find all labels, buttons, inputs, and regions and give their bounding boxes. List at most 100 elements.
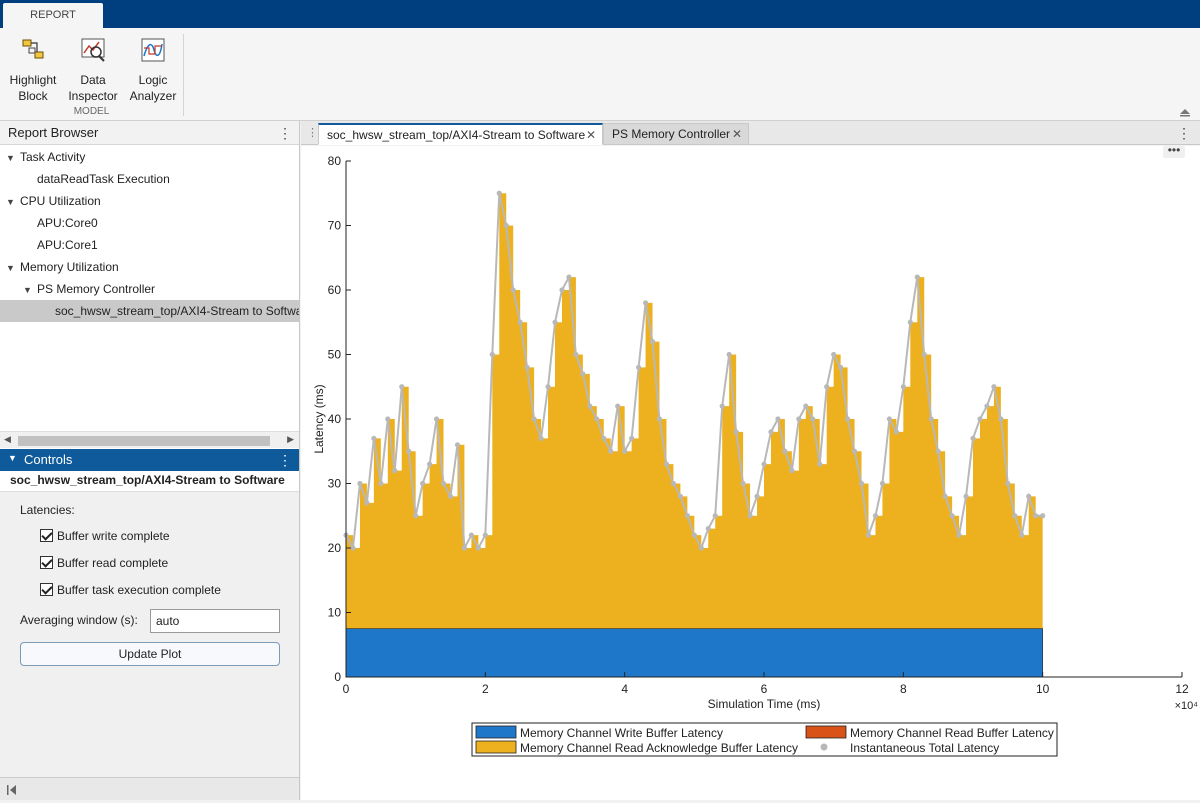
buffer-write-checkbox[interactable]: [40, 529, 53, 542]
total-latency-point: [1005, 480, 1011, 487]
total-latency-point: [552, 319, 558, 325]
total-latency-point: [475, 545, 481, 551]
collapse-panel-icon[interactable]: [6, 784, 18, 796]
buffer-write-label[interactable]: Buffer write complete: [57, 529, 170, 543]
tree-node-ps-memory-controller[interactable]: ▼ PS Memory Controller: [0, 278, 299, 300]
tab-axi4-stream[interactable]: soc_hwsw_stream_top/AXI4-Stream to Softw…: [318, 123, 603, 145]
total-latency-point: [768, 429, 774, 435]
buffer-read-checkbox[interactable]: [40, 556, 53, 569]
buffer-task-checkbox[interactable]: [40, 583, 53, 596]
tree-node-dataread-task[interactable]: dataReadTask Execution: [0, 168, 299, 190]
read-ack-buffer-area: [346, 193, 1043, 629]
report-browser-menu-icon[interactable]: ⋮: [278, 125, 292, 141]
collapse-ribbon-icon[interactable]: [1178, 106, 1192, 118]
scrollbar-thumb[interactable]: [18, 436, 270, 446]
latency-chart[interactable]: ••• 0 2 4 6 8 10 12 0 10 20 30 40 50 60 70 80 Simulation…: [301, 143, 1200, 800]
tree-node-label: soc_hwsw_stream_top/AXI4-Stream to Softw…: [55, 304, 299, 318]
total-latency-point: [594, 416, 600, 422]
expand-arrow-icon[interactable]: ▼: [6, 263, 15, 273]
tree-node-apu-core0[interactable]: APU:Core0: [0, 212, 299, 234]
close-tab-icon[interactable]: ✕: [585, 128, 596, 142]
x-tick-label: 4: [621, 682, 628, 696]
data-inspector-button[interactable]: Data Inspector: [66, 36, 120, 104]
total-latency-point: [900, 384, 906, 390]
y-tick-label: 0: [334, 670, 341, 684]
expand-arrow-icon[interactable]: ▼: [6, 153, 15, 163]
expand-arrow-icon[interactable]: ▼: [23, 285, 32, 295]
tab-report[interactable]: REPORT: [3, 3, 103, 29]
total-latency-point: [413, 513, 419, 519]
tabs-menu-icon[interactable]: ⋮: [1177, 125, 1191, 141]
tree-horizontal-scrollbar[interactable]: ◀ ▶: [0, 431, 299, 448]
more-options-icon[interactable]: •••: [1168, 143, 1181, 157]
scroll-right-icon[interactable]: ▶: [287, 434, 294, 444]
total-latency-point: [482, 532, 488, 538]
total-latency-point: [796, 416, 802, 422]
x-axis-label: Simulation Time (ms): [708, 697, 821, 711]
tree-node-label: APU:Core0: [37, 216, 98, 230]
total-latency-point: [761, 461, 767, 467]
total-latency-point: [622, 448, 628, 454]
tree-node-axi4-stream[interactable]: soc_hwsw_stream_top/AXI4-Stream to Softw…: [0, 300, 299, 322]
y-tick-label: 70: [328, 219, 342, 233]
total-latency-point: [1019, 532, 1025, 538]
close-tab-icon[interactable]: ✕: [731, 127, 742, 141]
report-browser-title: Report Browser: [8, 125, 99, 140]
total-latency-point: [865, 532, 872, 538]
total-latency-point: [545, 384, 551, 390]
tree-node-task-activity[interactable]: ▼ Task Activity: [0, 146, 299, 168]
tab-drag-handle-icon[interactable]: ⋮: [307, 127, 318, 139]
scroll-left-icon[interactable]: ◀: [4, 434, 11, 444]
legend-swatch: [475, 725, 517, 739]
total-latency-point: [392, 468, 398, 474]
ribbon-separator: [183, 34, 184, 116]
total-latency-point: [886, 416, 893, 422]
total-latency-point: [580, 371, 586, 377]
x-tick-label: 12: [1175, 682, 1189, 696]
axes-toolbar-button[interactable]: [1163, 146, 1185, 158]
buffer-read-label[interactable]: Buffer read complete: [57, 556, 169, 570]
total-latency-point: [649, 339, 656, 345]
total-latency-point: [496, 190, 502, 196]
collapse-arrow-icon[interactable]: ▼: [8, 453, 17, 463]
total-latency-point: [935, 448, 941, 454]
total-latency-point: [1012, 513, 1018, 519]
total-latency-point: [454, 442, 461, 448]
total-latency-point: [998, 416, 1004, 422]
legend-swatch: [820, 743, 828, 751]
total-latency-point: [440, 480, 447, 487]
controls-menu-icon[interactable]: ⋮: [278, 452, 292, 468]
tree-node-apu-core1[interactable]: APU:Core1: [0, 234, 299, 256]
write-buffer-area: [345, 628, 1043, 678]
tree-node-cpu-utilization[interactable]: ▼ CPU Utilization: [0, 190, 299, 212]
y-tick-label: 10: [328, 606, 342, 620]
total-latency-point: [963, 493, 969, 499]
highlight-block-button[interactable]: Highlight Block: [6, 36, 60, 104]
averaging-window-input[interactable]: auto: [150, 609, 280, 633]
total-latency-point: [914, 274, 920, 280]
logic-analyzer-label-1: Logic: [138, 73, 168, 87]
total-latency-point: [733, 429, 739, 435]
update-plot-button[interactable]: Update Plot: [20, 642, 280, 666]
tree-node-label: PS Memory Controller: [37, 282, 156, 296]
legend-swatch: [475, 740, 517, 754]
total-latency-point: [371, 435, 377, 441]
ribbon: Highlight Block Data Inspector Logic Ana…: [0, 28, 1200, 121]
total-latency-point: [433, 416, 440, 422]
expand-arrow-icon[interactable]: ▼: [6, 197, 15, 207]
y-tick-label: 80: [328, 154, 342, 168]
total-latency-point: [851, 448, 858, 454]
tree-node-label: CPU Utilization: [20, 194, 101, 208]
logic-analyzer-button[interactable]: Logic Analyzer: [126, 36, 180, 104]
total-latency-point: [663, 461, 670, 467]
total-latency-point: [503, 222, 509, 229]
total-latency-point: [538, 435, 544, 441]
total-latency-point: [977, 416, 983, 422]
tree-node-memory-utilization[interactable]: ▼ Memory Utilization: [0, 256, 299, 278]
y-axis-label: Latency (ms): [312, 384, 326, 453]
buffer-task-label[interactable]: Buffer task execution complete: [57, 583, 221, 597]
total-latency-point: [698, 545, 704, 551]
tab-ps-memory-controller[interactable]: PS Memory Controller ✕: [603, 123, 749, 145]
legend-label: Instantaneous Total Latency: [850, 741, 999, 755]
toolstrip-tabbar: REPORT: [0, 0, 1200, 29]
